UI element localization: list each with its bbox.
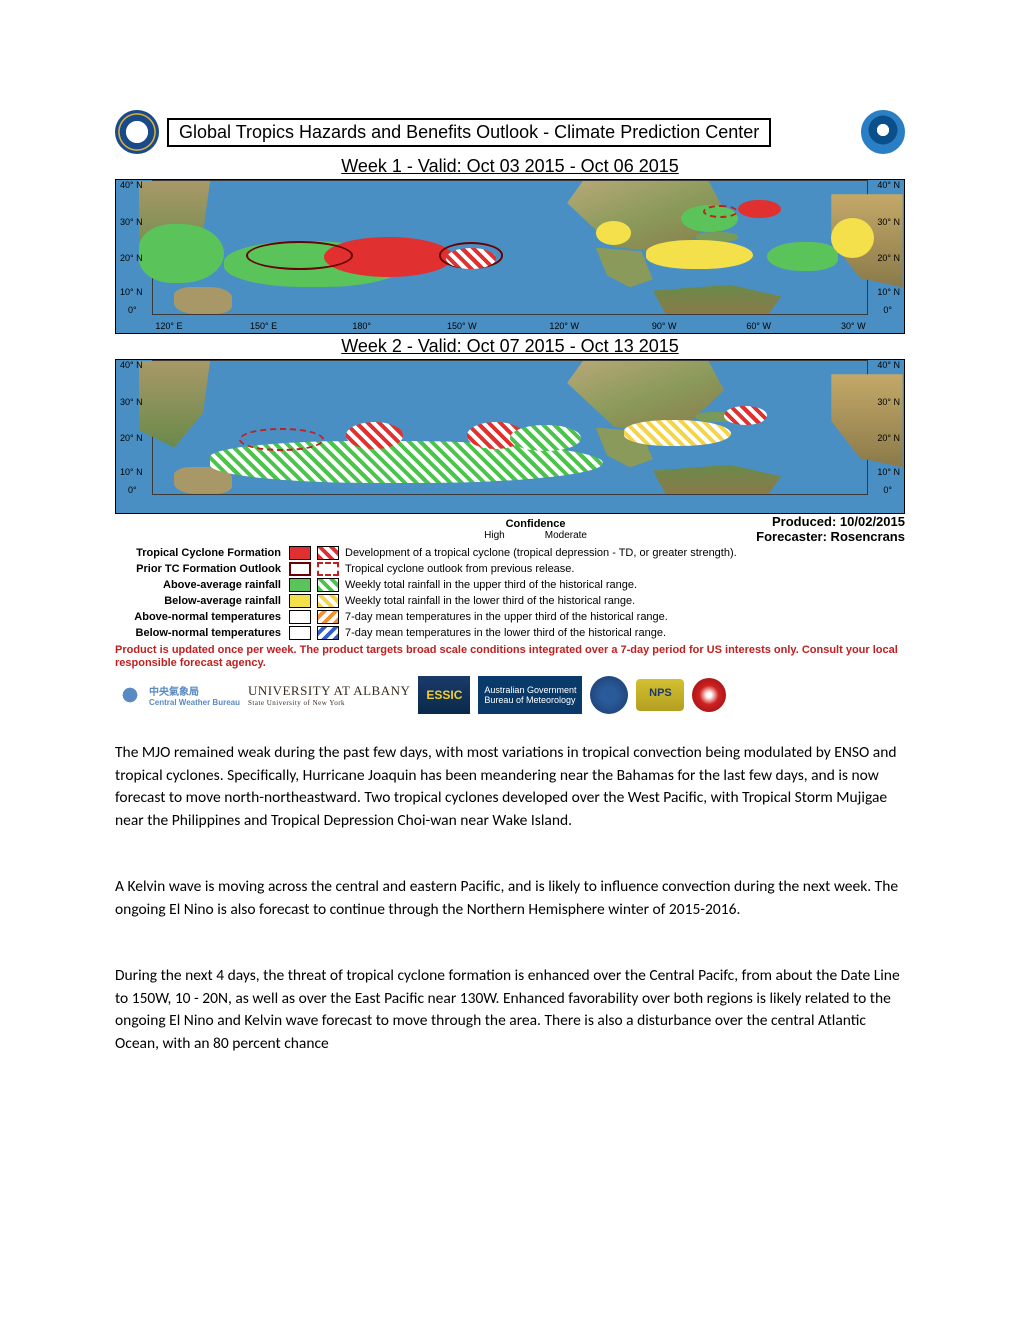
forecast-figure: Global Tropics Hazards and Benefits Outl…	[115, 110, 905, 714]
paragraph-1: The MJO remained weak during the past fe…	[115, 742, 905, 832]
y-tick: 0°	[883, 485, 892, 495]
tc-high-region	[738, 200, 781, 219]
x-tick: 120° E	[155, 321, 182, 331]
legend-desc: Weekly total rainfall in the lower third…	[345, 595, 905, 607]
legend-label: Prior TC Formation Outlook	[115, 563, 285, 575]
y-tick: 20° N	[877, 253, 900, 263]
swatch-tc-mod-icon	[317, 546, 339, 560]
forecaster-name: Forecaster: Rosencrans	[756, 529, 905, 544]
below-rain-region	[831, 218, 874, 258]
swatch-above-temp-high-icon	[289, 610, 311, 624]
document-body: The MJO remained weak during the past fe…	[115, 742, 905, 1055]
cwb-icon	[115, 685, 145, 705]
noaa-seal-icon	[861, 110, 905, 154]
y-tick: 40° N	[877, 180, 900, 190]
y-tick: 20° N	[120, 433, 143, 443]
conf-high-label: High	[484, 530, 505, 541]
above-rain-mod-region	[510, 425, 581, 452]
below-rain-region	[646, 240, 753, 269]
disclaimer-text: Product is updated once per week. The pr…	[115, 644, 905, 670]
swatch-prior-mod-icon	[317, 562, 339, 576]
cics-logo-icon	[590, 676, 628, 714]
swatch-above-rain-mod-icon	[317, 578, 339, 592]
x-tick: 180°	[352, 321, 371, 331]
y-tick: 20° N	[877, 433, 900, 443]
swatch-tc-high-icon	[289, 546, 311, 560]
tc-mod-region	[446, 248, 496, 269]
y-tick: 0°	[128, 305, 137, 315]
doc-seal-icon	[115, 110, 159, 154]
x-tick: 60° W	[746, 321, 771, 331]
swatch-below-temp-high-icon	[289, 626, 311, 640]
confidence-title: Confidence	[484, 518, 587, 530]
legend-desc: 7-day mean temperatures in the upper thi…	[345, 611, 905, 623]
legend-label: Tropical Cyclone Formation	[115, 547, 285, 559]
y-tick: 40° N	[877, 360, 900, 370]
legend-desc: 7-day mean temperatures in the lower thi…	[345, 627, 905, 639]
week2-map: 40° N 30° N 20° N 10° N 0° 40° N 30° N 2…	[115, 359, 905, 514]
ualbany-sub: State University of New York	[248, 699, 410, 707]
y-tick: 20° N	[120, 253, 143, 263]
y-tick: 10° N	[877, 287, 900, 297]
legend-label: Below-average rainfall	[115, 595, 285, 607]
essic-logo: ESSIC	[418, 676, 470, 714]
ualbany-logo: UNIVERSITY AT ALBANY State University of…	[248, 676, 410, 714]
tc-mod-region	[724, 406, 767, 425]
y-tick: 30° N	[120, 217, 143, 227]
cwb-logo: 中央氣象局 Central Weather Bureau	[115, 676, 240, 714]
above-rain-region	[767, 242, 838, 271]
bom-top: Australian Government	[484, 685, 576, 695]
logo-strip: 中央氣象局 Central Weather Bureau UNIVERSITY …	[115, 676, 905, 714]
y-tick: 10° N	[877, 467, 900, 477]
tc-mod-region	[346, 422, 403, 449]
legend-desc: Tropical cyclone outlook from previous r…	[345, 563, 905, 575]
swatch-below-rain-high-icon	[289, 594, 311, 608]
figure-title: Global Tropics Hazards and Benefits Outl…	[167, 118, 771, 147]
week1-label: Week 1 - Valid: Oct 03 2015 - Oct 06 201…	[115, 156, 905, 177]
legend-label: Above-normal temperatures	[115, 611, 285, 623]
x-tick: 150° E	[250, 321, 277, 331]
legend-label: Above-average rainfall	[115, 579, 285, 591]
week1-map: 40° N 30° N 20° N 10° N 0° 40° N 30° N 2…	[115, 179, 905, 334]
y-tick: 10° N	[120, 287, 143, 297]
nps-logo: NPS	[636, 679, 684, 711]
swatch-below-rain-mod-icon	[317, 594, 339, 608]
week2-label: Week 2 - Valid: Oct 07 2015 - Oct 13 201…	[115, 336, 905, 357]
bom-bot: Bureau of Meteorology	[484, 695, 576, 705]
produced-date: Produced: 10/02/2015	[756, 514, 905, 529]
y-tick: 10° N	[120, 467, 143, 477]
x-tick: 30° W	[841, 321, 866, 331]
cwb-en: Central Weather Bureau	[149, 698, 240, 707]
y-tick: 40° N	[120, 180, 143, 190]
legend: Tropical Cyclone Formation Development o…	[115, 546, 905, 640]
bom-logo: Australian Government Bureau of Meteorol…	[478, 676, 582, 714]
y-tick: 30° N	[120, 397, 143, 407]
prior-tc-outline	[246, 241, 353, 270]
figure-header-row: Global Tropics Hazards and Benefits Outl…	[115, 110, 905, 154]
paragraph-2: A Kelvin wave is moving across the centr…	[115, 876, 905, 921]
hurricane-icon	[692, 678, 726, 712]
legend-desc: Development of a tropical cyclone (tropi…	[345, 547, 905, 559]
below-rain-region	[596, 221, 632, 245]
above-rain-region	[139, 224, 225, 284]
y-tick: 40° N	[120, 360, 143, 370]
x-tick: 150° W	[447, 321, 477, 331]
swatch-prior-high-icon	[289, 562, 311, 576]
swatch-above-rain-high-icon	[289, 578, 311, 592]
legend-desc: Weekly total rainfall in the upper third…	[345, 579, 905, 591]
y-tick: 0°	[883, 305, 892, 315]
legend-label: Below-normal temperatures	[115, 627, 285, 639]
below-rain-mod-region	[624, 420, 731, 447]
swatch-below-temp-mod-icon	[317, 626, 339, 640]
paragraph-3: During the next 4 days, the threat of tr…	[115, 965, 905, 1055]
conf-mod-label: Moderate	[545, 530, 587, 541]
x-tick: 120° W	[549, 321, 579, 331]
swatch-above-temp-mod-icon	[317, 610, 339, 624]
y-tick: 30° N	[877, 397, 900, 407]
y-tick: 30° N	[877, 217, 900, 227]
cwb-zh: 中央氣象局	[149, 683, 240, 698]
x-tick: 90° W	[652, 321, 677, 331]
y-tick: 0°	[128, 485, 137, 495]
ualbany-text: UNIVERSITY AT ALBANY	[248, 683, 410, 699]
